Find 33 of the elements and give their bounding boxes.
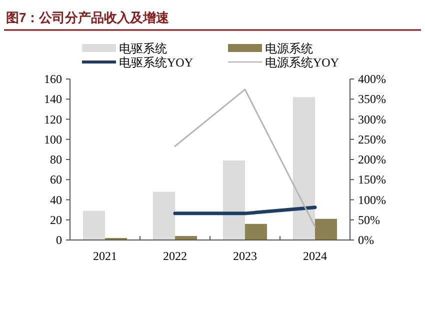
bar	[315, 218, 337, 240]
y2-tick-label: 400%	[358, 72, 386, 86]
bar	[153, 192, 175, 240]
y-tick-label: 60	[50, 172, 62, 187]
bar	[83, 210, 105, 240]
y2-tick-label: 350%	[358, 92, 386, 106]
y2-tick-label: 50%	[358, 212, 380, 227]
legend-label: 电驱系统	[119, 42, 167, 56]
x-tick-label: 2022	[163, 249, 187, 263]
x-tick-label: 2023	[233, 249, 257, 263]
y2-tick-label: 100%	[358, 192, 386, 207]
x-tick-label: 2021	[93, 249, 117, 263]
y-tick-label: 0	[56, 233, 62, 247]
y2-tick-label: 200%	[358, 152, 386, 166]
bar	[245, 224, 267, 240]
y-tick-label: 40	[50, 192, 62, 207]
y2-tick-label: 250%	[358, 132, 386, 146]
y-tick-label: 160	[44, 72, 62, 86]
legend-label: 电源系统YOY	[265, 56, 340, 70]
y-tick-label: 20	[50, 212, 62, 227]
y2-tick-label: 300%	[358, 112, 386, 126]
y-tick-label: 140	[44, 92, 62, 106]
chart-title: 图7：公司分产品收入及增速	[6, 10, 170, 25]
y-tick-label: 80	[50, 152, 62, 166]
y-tick-label: 120	[44, 112, 62, 126]
y2-tick-label: 0%	[358, 233, 374, 247]
bar	[223, 160, 245, 240]
y-tick-label: 100	[44, 132, 62, 146]
y2-tick-label: 150%	[358, 172, 386, 187]
legend-label: 电源系统	[265, 42, 313, 56]
bar	[293, 97, 315, 240]
x-tick-label: 2024	[303, 249, 327, 263]
legend-label: 电驱系统YOY	[119, 56, 194, 70]
